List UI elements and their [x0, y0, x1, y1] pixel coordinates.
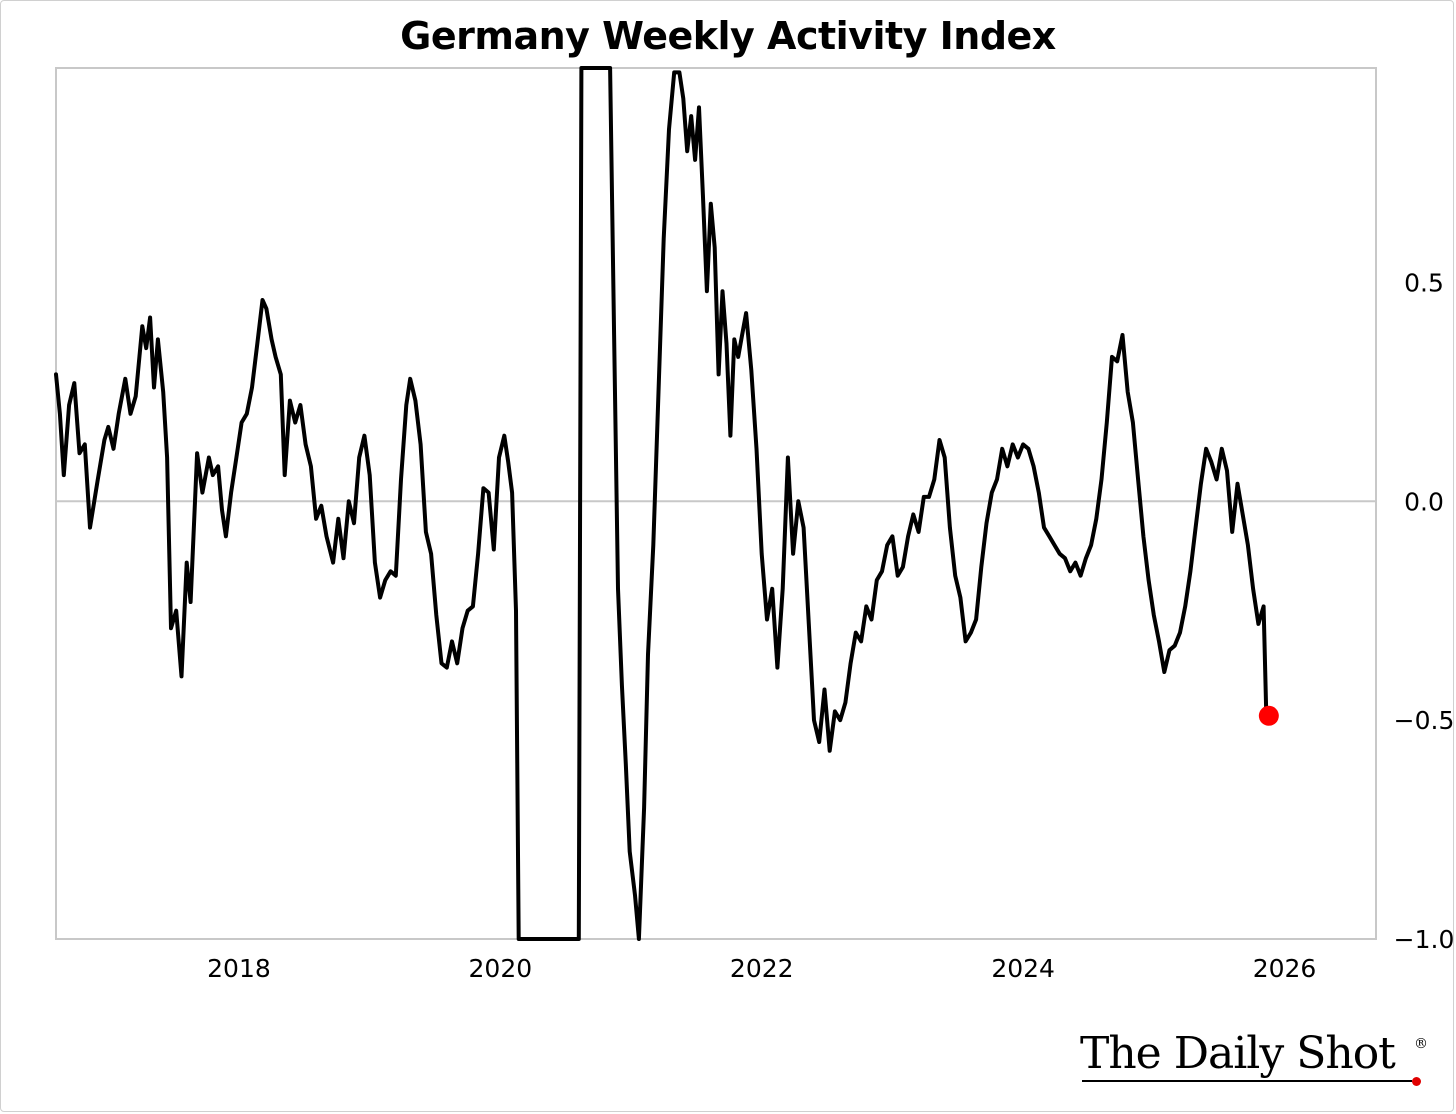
brand-registered-mark: ® — [1414, 1036, 1428, 1052]
y-tick-label: −0.5 — [1394, 706, 1455, 735]
x-tick-label: 2022 — [730, 954, 794, 983]
y-tick-label: 0.0 — [1404, 487, 1444, 516]
y-tick-label: 0.5 — [1404, 268, 1444, 297]
y-tick-label: −1.0 — [1394, 925, 1455, 954]
series-line — [54, 66, 1271, 941]
x-tick-label: 2026 — [1253, 954, 1317, 983]
x-tick-label: 2020 — [469, 954, 533, 983]
x-tick-label: 2018 — [207, 954, 271, 983]
brand-red-dot — [1412, 1077, 1421, 1086]
plot-area — [55, 67, 1377, 940]
x-tick-label: 2024 — [991, 954, 1055, 983]
brand-underline — [1082, 1080, 1412, 1082]
last-point-marker — [1258, 705, 1279, 726]
chart-title: Germany Weekly Activity Index — [400, 14, 1056, 58]
brand-logo-text: The Daily Shot — [1080, 1028, 1396, 1079]
